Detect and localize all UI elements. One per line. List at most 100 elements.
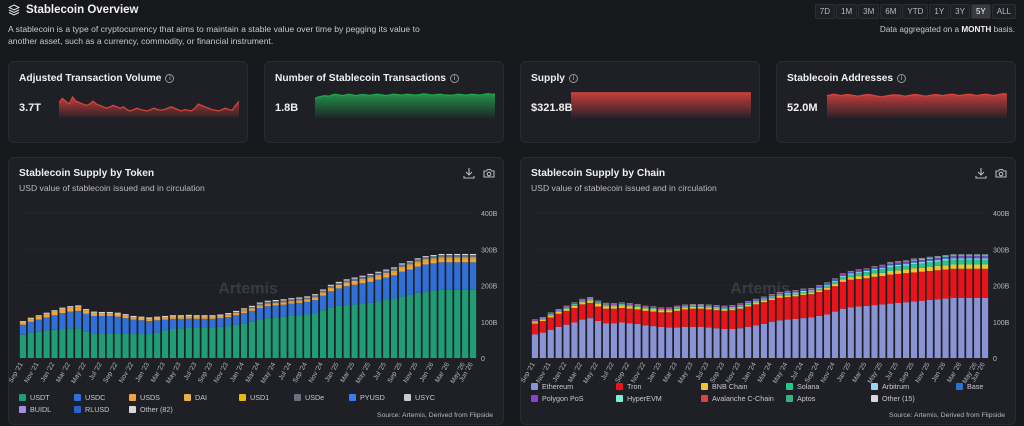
bar-segment-ethereum	[942, 298, 949, 358]
bar-segment-base	[942, 257, 949, 260]
bar-segment-dai	[391, 271, 398, 273]
legend-item[interactable]: DAI	[184, 393, 239, 402]
bar-segment-usds	[248, 309, 256, 311]
legend-item[interactable]: Arbitrum	[871, 382, 956, 391]
info-icon[interactable]: i	[449, 74, 459, 83]
camera-icon[interactable]	[995, 167, 1007, 179]
legend-item[interactable]: HyperEVM	[616, 394, 701, 403]
x-tick-label: Jul '24	[790, 361, 806, 381]
bar-segment-dai	[98, 313, 105, 314]
bar-segment-other-82-	[422, 256, 429, 258]
legend-item[interactable]: RLUSD	[74, 405, 129, 414]
bar-segment-ethereum	[681, 326, 689, 358]
bar-segment-solana	[666, 309, 673, 311]
bar-segment-usdt	[83, 331, 90, 358]
legend-item[interactable]: Tron	[616, 382, 701, 391]
bar-segment-arbitrum	[958, 258, 965, 260]
bar-segment-usde	[375, 273, 382, 275]
page-title-text: Stablecoin Overview	[26, 4, 139, 16]
bar-segment-tron	[942, 269, 949, 299]
legend-item[interactable]: USDT	[19, 393, 74, 402]
range-button-1y[interactable]: 1Y	[929, 4, 950, 19]
bar-segment-usds	[138, 318, 145, 321]
x-tick-label: Mar '23	[662, 361, 679, 384]
bar-segment-tron	[697, 308, 704, 327]
bar-segment-bnb-chain	[642, 308, 649, 311]
source-note: Source: Artemis, Derived from Flipside	[889, 412, 1005, 419]
bar-segment-arbitrum	[737, 305, 744, 307]
info-icon[interactable]: i	[165, 74, 175, 83]
range-button-6m[interactable]: 6M	[880, 4, 902, 19]
aggregation-note: Data aggregated on a MONTH basis.	[880, 25, 1015, 34]
legend-item[interactable]: Other (82)	[129, 405, 184, 414]
bar-segment-tron	[626, 308, 633, 324]
bar-segment-usde	[264, 301, 271, 304]
kpi-title: Number of Stablecoin Transactions i	[275, 73, 459, 84]
sparkline	[315, 92, 495, 118]
download-icon[interactable]	[975, 167, 987, 179]
bar-segment-usdc	[138, 320, 145, 335]
bar-segment-other-82-	[462, 253, 469, 256]
legend-item[interactable]: BUIDL	[19, 405, 74, 414]
bar-segment-arbitrum	[831, 281, 839, 283]
x-tick-label: Nov '25	[402, 361, 419, 384]
bar-segment-ethereum	[847, 307, 854, 358]
camera-icon[interactable]	[483, 167, 495, 179]
legend-item[interactable]: Polygon PoS	[531, 394, 616, 403]
bar-segment-ethereum	[871, 305, 878, 358]
bar-segment-bnb-chain	[981, 264, 989, 269]
bar-segment-dai	[162, 317, 169, 318]
legend-item[interactable]: Ethereum	[531, 382, 616, 391]
bar-segment-other-82-	[327, 284, 334, 286]
bar-segment-ethereum	[784, 319, 791, 358]
legend-item[interactable]: USD1	[239, 393, 294, 402]
range-button-3y[interactable]: 3Y	[950, 4, 970, 19]
bar-segment-tron	[863, 278, 870, 306]
bar-segment-bnb-chain	[579, 302, 586, 305]
bar-segment-usdt	[319, 310, 327, 358]
bar-segment-solana	[887, 267, 894, 271]
legend-swatch	[701, 395, 708, 402]
bar-segment-ethereum	[879, 304, 886, 358]
bar-segment-arbitrum	[824, 285, 831, 287]
legend-item[interactable]: USYC	[404, 393, 459, 402]
legend-item[interactable]: Other (15)	[871, 394, 956, 403]
bar-segment-usd1	[406, 264, 413, 266]
legend-item[interactable]: Base	[956, 382, 1024, 391]
bar-segment-base	[863, 269, 870, 271]
bar-segment-dai	[319, 292, 327, 294]
bar-segment-solana	[587, 298, 594, 301]
bar-segment-usd1	[383, 272, 390, 274]
info-icon[interactable]: i	[568, 74, 578, 83]
bar-segment-base	[776, 293, 783, 295]
info-icon[interactable]: i	[897, 74, 907, 83]
range-button-3m[interactable]: 3M	[858, 4, 880, 19]
range-button-all[interactable]: ALL	[991, 4, 1016, 19]
download-icon[interactable]	[463, 167, 475, 179]
legend-item[interactable]: USDS	[129, 393, 184, 402]
bar-segment-hyperevm	[910, 259, 918, 261]
bar-segment-solana	[934, 261, 941, 266]
legend-item[interactable]: Aptos	[786, 394, 871, 403]
legend-item[interactable]: USDe	[294, 393, 349, 402]
bar-segment-usdt	[256, 319, 263, 358]
range-button-7d[interactable]: 7D	[814, 4, 835, 19]
bar-segment-tron	[895, 273, 902, 303]
range-button-1m[interactable]: 1M	[836, 4, 858, 19]
bar-segment-usdc	[335, 288, 342, 306]
sparkline	[827, 92, 1007, 118]
bar-segment-solana	[555, 310, 562, 312]
legend-item[interactable]: PYUSD	[349, 393, 404, 402]
legend-item[interactable]: USDC	[74, 393, 129, 402]
bar-segment-usds	[391, 272, 398, 276]
bar-segment-ethereum	[903, 302, 910, 358]
bar-segment-usde	[406, 262, 413, 265]
legend-item[interactable]: Avalanche C-Chain	[701, 394, 786, 403]
bar-segment-solana	[563, 307, 570, 309]
legend-item[interactable]: BNB Chain	[701, 382, 786, 391]
range-button-ytd[interactable]: YTD	[902, 4, 929, 19]
sparkline-area	[59, 97, 239, 118]
legend-item[interactable]: Solana	[786, 382, 871, 391]
range-button-5y[interactable]: 5Y	[970, 4, 991, 19]
bar-segment-polygon-pos	[539, 317, 546, 319]
